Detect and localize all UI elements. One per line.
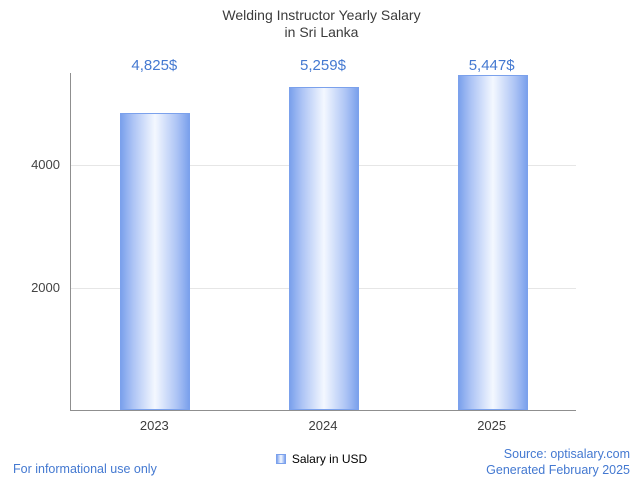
legend: Salary in USD bbox=[0, 452, 643, 466]
bar-value-label: 5,259$ bbox=[300, 57, 346, 74]
bar[interactable] bbox=[457, 75, 528, 410]
footer-attribution: Source: optisalary.com Generated Februar… bbox=[486, 446, 630, 478]
y-tick-label: 2000 bbox=[31, 280, 60, 296]
footer-generated: Generated February 2025 bbox=[486, 463, 630, 477]
bar-value-label: 4,825$ bbox=[131, 57, 178, 74]
x-category-label: 2023 bbox=[139, 418, 169, 433]
bar[interactable] bbox=[289, 86, 359, 410]
footer-source: Source: optisalary.com bbox=[503, 447, 630, 461]
x-category-label: 2024 bbox=[308, 418, 338, 433]
legend-swatch bbox=[275, 454, 286, 464]
y-tick-label: 4000 bbox=[31, 157, 60, 173]
plot-area bbox=[70, 73, 576, 411]
x-category-label: 2025 bbox=[477, 418, 507, 433]
bar[interactable] bbox=[120, 113, 191, 410]
chart-title-line2: in Sri Lanka bbox=[284, 24, 359, 40]
bar-value-label: 5,447$ bbox=[468, 57, 515, 74]
chart-title: Welding Instructor Yearly Salary in Sri … bbox=[0, 7, 643, 41]
chart-title-line1: Welding Instructor Yearly Salary bbox=[222, 7, 421, 23]
legend-label: Salary in USD bbox=[291, 452, 368, 466]
footer-disclaimer: For informational use only bbox=[13, 462, 157, 476]
